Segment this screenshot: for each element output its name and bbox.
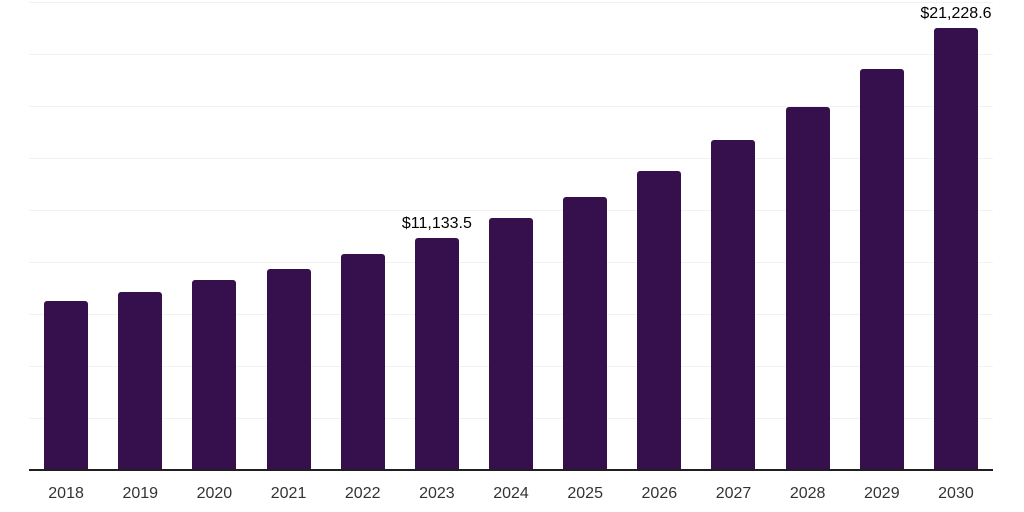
x-tick-2028: 2028 — [789, 485, 826, 502]
x-tick-2021: 2021 — [270, 485, 307, 502]
x-tick-2018: 2018 — [48, 485, 84, 502]
bar-cell-2025 — [548, 2, 622, 470]
bar-cell-2030: $21,228.6 — [919, 2, 993, 470]
gridline-12500 — [29, 210, 993, 211]
bar-2029 — [859, 69, 904, 470]
data-label-2030: $21,228.6 — [920, 5, 992, 23]
gridline-15000 — [29, 158, 993, 159]
bar-cell-2019 — [103, 2, 177, 470]
bar-2027 — [711, 140, 756, 470]
bar-cell-2027 — [696, 2, 770, 470]
x-tick-2027: 2027 — [715, 485, 752, 502]
bar-2021 — [266, 269, 311, 470]
bar-cell-2022 — [326, 2, 400, 470]
x-tick-2024: 2024 — [493, 485, 529, 502]
x-tick-2019: 2019 — [122, 485, 159, 502]
bar-cell-2023: $11,133.5 — [400, 2, 474, 470]
bar-cell-2018 — [29, 2, 103, 470]
x-tick-2025: 2025 — [567, 485, 603, 502]
bar-2024 — [489, 218, 534, 470]
bar-cell-2028 — [771, 2, 845, 470]
x-axis-labels: 2018 2019 2020 2021 2022 2023 2024 2025 2026 2027… — [29, 470, 993, 512]
data-label-2023: $11,133.5 — [401, 215, 472, 233]
bar-2026 — [637, 170, 682, 470]
bar-2030 — [933, 28, 978, 470]
gridline-20000 — [29, 54, 993, 55]
bar-2019 — [118, 292, 163, 470]
bar-cell-2029 — [845, 2, 919, 470]
bar-2023 — [414, 238, 459, 470]
bar-cell-2020 — [177, 2, 251, 470]
gridline-17500 — [29, 106, 993, 107]
bar-cell-2024 — [474, 2, 548, 470]
x-tick-2030: 2030 — [938, 485, 974, 502]
bars: $11,133.5 $21,228.6 — [29, 2, 993, 470]
bar-2028 — [785, 107, 830, 470]
bar-2022 — [340, 254, 385, 470]
bar-cell-2026 — [622, 2, 696, 470]
bar-2018 — [44, 301, 89, 470]
bar-2025 — [563, 196, 608, 470]
gridline-22500 — [29, 2, 993, 3]
plot-area: $11,133.5 $21,228.6 — [29, 2, 993, 471]
x-tick-2022: 2022 — [344, 485, 381, 502]
x-tick-2020: 2020 — [196, 485, 233, 502]
x-tick-2029: 2029 — [864, 485, 900, 502]
x-tick-2023: 2023 — [419, 485, 455, 502]
bar-2020 — [192, 280, 237, 470]
bar-cell-2021 — [251, 2, 325, 470]
x-axis-line — [29, 469, 993, 471]
x-tick-2026: 2026 — [641, 485, 678, 502]
